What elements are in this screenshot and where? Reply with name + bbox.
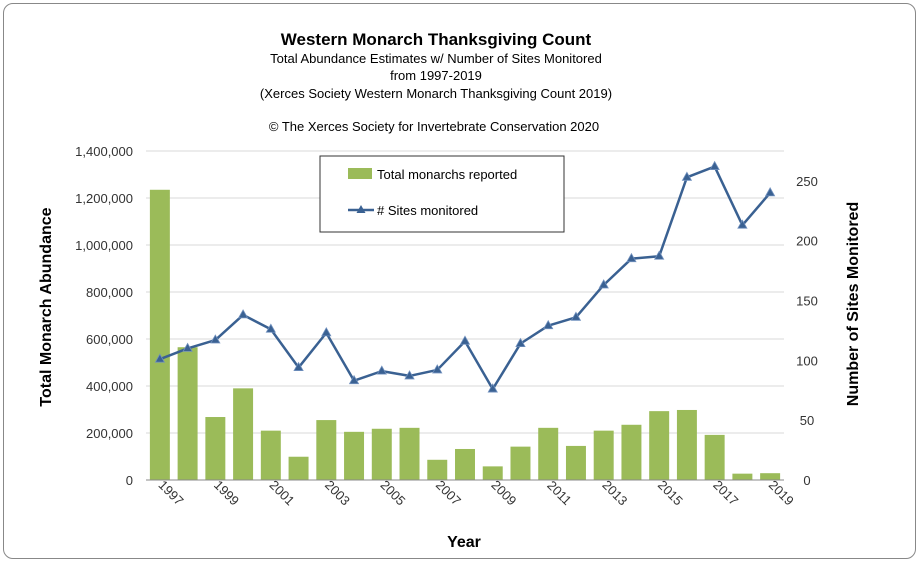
x-tick-label: 2009 bbox=[488, 477, 519, 508]
line-series bbox=[154, 160, 776, 393]
line-marker bbox=[543, 319, 554, 330]
line-marker bbox=[265, 323, 277, 333]
x-tick-label: 2005 bbox=[377, 477, 408, 508]
x-tick-label: 2001 bbox=[266, 477, 297, 508]
bar bbox=[260, 430, 281, 480]
bar bbox=[760, 473, 781, 480]
left-axis-ticks: 0 200,000 400,000 600,000 800,000 1,000,000 1,… bbox=[75, 144, 133, 488]
y2-tick-label: 200 bbox=[796, 234, 818, 249]
y2-tick-label: 100 bbox=[796, 353, 818, 368]
line-marker bbox=[459, 335, 471, 345]
bar bbox=[288, 456, 309, 480]
y-tick-label: 0 bbox=[126, 473, 133, 488]
bar bbox=[649, 411, 670, 480]
x-tick-label: 2003 bbox=[322, 477, 353, 508]
legend-swatch-bars bbox=[348, 168, 372, 179]
chart-subtitle-line-3: (Xerces Society Western Monarch Thanksgi… bbox=[260, 86, 612, 101]
x-tick-label: 2013 bbox=[599, 477, 630, 508]
y2-tick-label: 0 bbox=[803, 473, 810, 488]
bar bbox=[676, 409, 697, 480]
chart-subtitle-line-2: from 1997-2019 bbox=[390, 68, 482, 83]
bar bbox=[205, 417, 226, 480]
line-marker bbox=[709, 160, 720, 170]
line-marker bbox=[626, 252, 637, 263]
line-marker bbox=[237, 309, 249, 319]
x-tick-label: 1999 bbox=[211, 477, 242, 508]
bar bbox=[593, 430, 614, 480]
legend-marker-triangle bbox=[356, 205, 366, 213]
line-marker bbox=[404, 370, 415, 380]
bar bbox=[621, 424, 642, 480]
line-marker bbox=[598, 279, 609, 289]
line-marker bbox=[154, 353, 166, 363]
bar bbox=[233, 388, 254, 480]
line-marker bbox=[432, 364, 443, 374]
bar bbox=[399, 427, 420, 480]
y-tick-label: 1,400,000 bbox=[75, 144, 133, 159]
line-marker bbox=[321, 327, 332, 337]
bar bbox=[371, 428, 392, 480]
x-tick-label: 2015 bbox=[655, 477, 686, 508]
bar bbox=[344, 431, 365, 480]
bar bbox=[455, 448, 475, 480]
y2-tick-label: 250 bbox=[796, 174, 818, 189]
bar-series bbox=[149, 189, 781, 480]
bar bbox=[732, 473, 753, 480]
x-axis-label: Year bbox=[447, 534, 481, 551]
line-marker bbox=[210, 334, 221, 344]
line-marker bbox=[293, 361, 304, 371]
line-marker bbox=[376, 365, 387, 375]
line-marker bbox=[653, 250, 665, 260]
line-marker bbox=[681, 171, 693, 181]
line-marker bbox=[515, 337, 526, 348]
y2-tick-label: 50 bbox=[800, 413, 814, 428]
bar bbox=[427, 459, 448, 480]
y-axis-label: Total Monarch Abundance bbox=[38, 207, 55, 406]
y2-tick-label: 150 bbox=[796, 294, 818, 309]
x-tick-label: 2007 bbox=[433, 477, 464, 508]
y-tick-label: 1,200,000 bbox=[75, 191, 133, 206]
line-marker bbox=[348, 374, 360, 385]
bar bbox=[510, 446, 531, 480]
x-tick-label: 2019 bbox=[766, 477, 797, 508]
legend-label-line: # Sites monitored bbox=[377, 203, 478, 218]
y-tick-label: 200,000 bbox=[86, 426, 133, 441]
x-axis-ticks: 1997 1999 2001 2003 2005 2007 2009 2011 2013 2015… bbox=[156, 477, 797, 508]
y-tick-label: 1,000,000 bbox=[75, 238, 133, 253]
bar bbox=[538, 427, 559, 480]
bar bbox=[316, 420, 337, 480]
x-tick-label: 1997 bbox=[156, 477, 187, 508]
bar bbox=[565, 445, 586, 480]
bar bbox=[177, 347, 198, 480]
line-marker bbox=[764, 187, 776, 197]
line-marker bbox=[487, 383, 498, 393]
line-marker bbox=[570, 311, 582, 321]
x-tick-label: 2011 bbox=[544, 478, 574, 508]
copyright-notice: © The Xerces Society for Invertebrate Co… bbox=[269, 119, 599, 134]
x-tick-label: 2017 bbox=[710, 477, 741, 508]
line-marker bbox=[737, 219, 748, 229]
legend: Total monarchs reported # Sites monitore… bbox=[319, 155, 565, 233]
y-tick-label: 800,000 bbox=[86, 285, 133, 300]
y2-axis-label: Number of Sites Monitored bbox=[845, 202, 862, 406]
bar bbox=[482, 466, 503, 480]
chart-title: Western Monarch Thanksgiving Count bbox=[281, 30, 592, 49]
bar bbox=[149, 189, 170, 480]
line-marker bbox=[182, 342, 193, 352]
bar bbox=[704, 434, 725, 480]
y-tick-label: 600,000 bbox=[86, 332, 133, 347]
chart-subtitle-line-1: Total Abundance Estimates w/ Number of S… bbox=[270, 51, 602, 66]
legend-label-bars: Total monarchs reported bbox=[377, 167, 517, 182]
right-axis-ticks: 0 50 100 150 200 250 bbox=[796, 174, 818, 488]
y-tick-label: 400,000 bbox=[86, 379, 133, 394]
